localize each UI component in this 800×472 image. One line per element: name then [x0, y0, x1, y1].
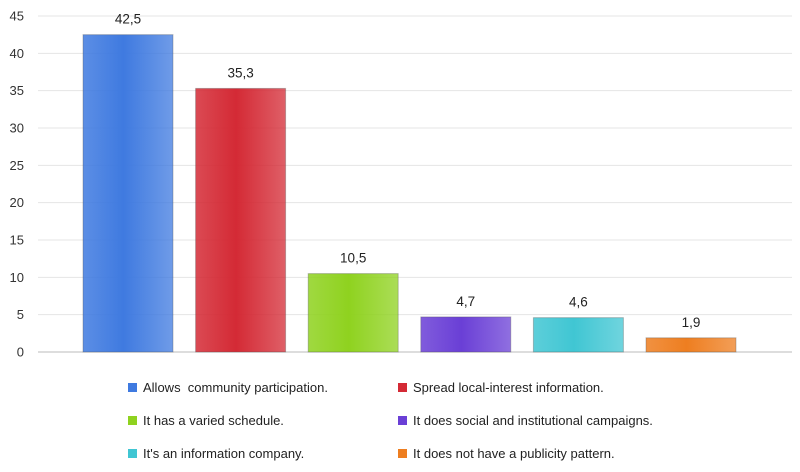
bar [645, 337, 737, 353]
legend-label: It does social and institutional campaig… [413, 413, 653, 428]
y-tick-label: 20 [10, 195, 24, 210]
y-tick-label: 5 [17, 307, 24, 322]
legend-swatch [128, 416, 137, 425]
legend-swatch [398, 416, 407, 425]
legend-item: It has a varied schedule. [128, 413, 284, 428]
legend-label: It's an information company. [143, 446, 305, 461]
y-axis-ticks: 0 5 10 15 20 25 30 35 40 45 [10, 9, 24, 360]
y-tick-label: 0 [17, 345, 24, 360]
legend-item: Allows community participation. [128, 380, 328, 395]
y-tick-label: 10 [10, 270, 24, 285]
bar-chart: 0 5 10 15 20 25 30 35 40 45 42,5 35,3 10,5 4,7 4,6 1,9 [10, 9, 792, 360]
legend-item: It's an information company. [128, 446, 304, 461]
bar [307, 273, 399, 353]
legend-label: Allows community participation. [143, 380, 328, 395]
y-tick-label: 45 [10, 9, 24, 24]
y-tick-label: 35 [10, 83, 24, 98]
legend-label: It has a varied schedule. [143, 413, 284, 428]
bars [82, 34, 737, 353]
data-labels: 42,5 35,3 10,5 4,7 4,6 1,9 [115, 12, 701, 330]
y-tick-label: 15 [10, 233, 24, 248]
bar [82, 34, 174, 353]
legend-swatch [398, 383, 407, 392]
legend-label: It does not have a publicity pattern. [413, 446, 615, 461]
bar [195, 87, 287, 353]
data-label: 4,6 [569, 295, 588, 310]
data-label: 42,5 [115, 12, 141, 27]
legend-item: It does social and institutional campaig… [398, 413, 653, 428]
bar [532, 317, 624, 353]
y-tick-label: 30 [10, 121, 24, 136]
y-tick-label: 40 [10, 46, 24, 61]
legend-swatch [398, 449, 407, 458]
data-label: 4,7 [456, 294, 475, 309]
legend-item: Spread local-interest information. [398, 380, 604, 395]
legend-item: It does not have a publicity pattern. [398, 446, 615, 461]
legend-swatch [128, 383, 137, 392]
data-label: 1,9 [682, 315, 701, 330]
legend-label: Spread local-interest information. [413, 380, 604, 395]
data-label: 35,3 [227, 65, 253, 80]
legend-swatch [128, 449, 137, 458]
bar [420, 316, 512, 353]
y-tick-label: 25 [10, 158, 24, 173]
data-label: 10,5 [340, 251, 366, 266]
